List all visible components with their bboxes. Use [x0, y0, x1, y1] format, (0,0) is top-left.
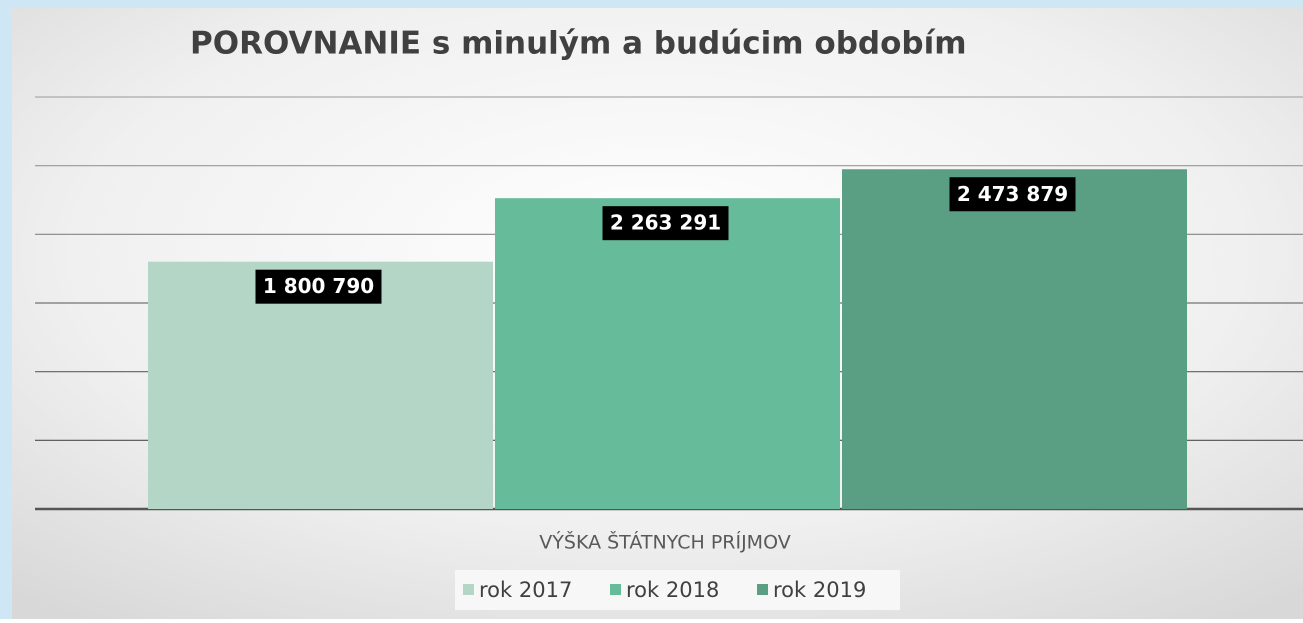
data-label: 2 263 291 — [610, 211, 721, 235]
bar — [842, 169, 1187, 509]
legend-swatch — [757, 584, 768, 595]
legend-label: rok 2017 — [479, 578, 572, 602]
data-label: 2 473 879 — [957, 182, 1068, 206]
data-label-bg — [602, 206, 729, 241]
data-label-bg — [255, 269, 382, 304]
x-tick-label: VÝŠKA ŠTÁTNYCH PRÍJMOV — [539, 530, 790, 554]
chart-title: POROVNANIE s minulým a budúcim obdobím — [190, 26, 967, 62]
legend-box — [455, 570, 900, 610]
data-label-bg — [949, 177, 1076, 212]
legend-swatch — [610, 584, 621, 595]
legend-swatch — [463, 584, 474, 595]
legend-label: rok 2019 — [773, 578, 866, 602]
legend-label: rok 2018 — [626, 578, 719, 602]
bar — [495, 198, 840, 510]
data-label: 1 800 790 — [263, 274, 374, 298]
